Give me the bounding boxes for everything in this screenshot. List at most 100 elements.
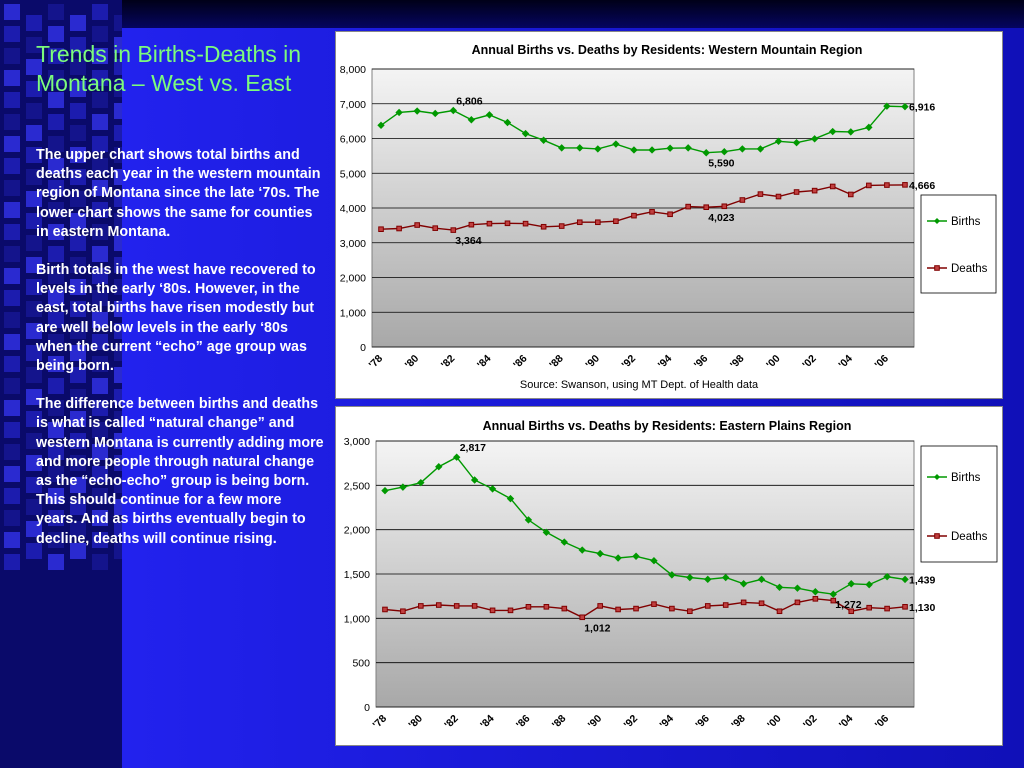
decorative-square	[92, 334, 108, 350]
decorative-square	[26, 477, 42, 493]
x-tick-label: '92	[622, 713, 641, 732]
x-tick-label: '06	[873, 713, 892, 732]
data-point-births	[720, 147, 729, 156]
data-point-births	[738, 145, 747, 153]
decorative-square	[48, 466, 64, 482]
decorative-square	[4, 92, 20, 108]
decorative-square	[4, 356, 20, 372]
decorative-square	[70, 37, 86, 53]
y-tick-label: 2,000	[340, 273, 366, 285]
decorative-square	[70, 103, 86, 119]
decorative-square	[26, 499, 42, 515]
y-tick-label: 2,500	[344, 480, 370, 492]
decorative-square	[4, 510, 20, 526]
y-tick-label: 4,000	[340, 203, 366, 215]
decorative-square	[70, 301, 86, 317]
data-point-deaths	[450, 227, 457, 233]
decorative-square	[48, 268, 64, 284]
data-point-deaths	[633, 605, 639, 612]
data-point-births	[449, 106, 458, 115]
y-tick-label: 0	[364, 702, 370, 714]
data-point-births	[470, 476, 479, 484]
data-point-deaths	[758, 600, 765, 607]
data-point-deaths	[540, 223, 547, 230]
legend-marker-deaths	[934, 265, 940, 271]
decorative-square	[70, 169, 86, 185]
decorative-square	[92, 70, 108, 86]
paragraph-birth-totals: Birth totals in the west have recovered …	[36, 262, 316, 375]
data-point-births	[901, 102, 909, 111]
decorative-square	[70, 411, 86, 427]
decorative-square	[26, 191, 42, 207]
decorative-square	[26, 301, 42, 317]
x-tick-label: '78	[367, 353, 386, 372]
decorative-square	[4, 290, 20, 306]
decorative-square	[4, 378, 20, 394]
decorative-square	[4, 26, 20, 42]
data-point-deaths	[651, 601, 657, 607]
decorative-square	[92, 290, 108, 306]
decorative-square	[48, 4, 64, 20]
decorative-square	[48, 70, 64, 86]
data-point-deaths	[884, 605, 890, 612]
data-point-births	[847, 580, 855, 588]
data-point-births	[399, 483, 407, 491]
decorative-square	[92, 136, 108, 152]
data-point-deaths	[453, 603, 460, 609]
decorative-square	[92, 48, 108, 64]
decorative-square	[48, 444, 64, 460]
decorative-square	[26, 543, 42, 559]
decorative-square	[4, 334, 20, 350]
decorative-square	[4, 202, 20, 218]
data-point-deaths	[418, 603, 424, 609]
decorative-square	[48, 246, 64, 262]
data-point-deaths	[830, 597, 837, 604]
decorative-square	[70, 345, 86, 361]
legend-label-deaths: Deaths	[951, 531, 988, 543]
x-tick-label: '06	[873, 353, 892, 372]
data-point-births	[810, 135, 819, 143]
x-tick-label: '84	[475, 353, 494, 372]
decorative-square	[48, 136, 64, 152]
data-point-births	[757, 575, 766, 584]
data-point-deaths	[811, 187, 818, 194]
data-point-deaths	[543, 604, 550, 610]
chart-western-mountain: Annual Births vs. Deaths by Residents: W…	[335, 31, 1003, 399]
x-tick-label: '96	[693, 713, 712, 732]
data-point-births	[614, 554, 622, 562]
data-point-births	[756, 145, 765, 153]
decorative-square	[48, 158, 64, 174]
data-point-births	[774, 137, 783, 145]
data-label: 1,272	[835, 599, 861, 611]
x-tick-label: '78	[371, 713, 390, 732]
x-tick-label: '90	[583, 353, 602, 372]
decorative-square	[4, 70, 20, 86]
data-point-deaths	[615, 606, 621, 613]
decorative-square	[26, 455, 42, 471]
chart-western-mountain-svg: Annual Births vs. Deaths by Residents: W…	[340, 43, 997, 391]
x-tick-label: '92	[620, 353, 639, 372]
decorative-square	[70, 213, 86, 229]
x-tick-label: '80	[406, 713, 425, 732]
data-label: 3,364	[455, 235, 481, 247]
data-point-births	[417, 478, 425, 487]
data-point-births	[739, 580, 748, 588]
decorative-square	[70, 323, 86, 339]
data-point-deaths	[631, 212, 637, 219]
data-point-births	[901, 575, 909, 584]
data-label: 5,590	[708, 158, 734, 170]
data-point-deaths	[902, 604, 908, 610]
slide-top-band	[122, 0, 1024, 28]
data-point-births	[506, 494, 515, 503]
data-point-deaths	[847, 191, 854, 198]
data-point-births	[630, 146, 638, 154]
data-point-births	[377, 121, 385, 130]
data-point-births	[435, 463, 443, 471]
data-point-births	[594, 145, 602, 153]
x-tick-label: '98	[728, 353, 747, 372]
data-point-deaths	[704, 603, 711, 609]
decorative-square	[70, 125, 86, 141]
data-point-births	[793, 584, 802, 592]
x-tick-label: '86	[511, 353, 530, 372]
decorative-square	[26, 411, 42, 427]
